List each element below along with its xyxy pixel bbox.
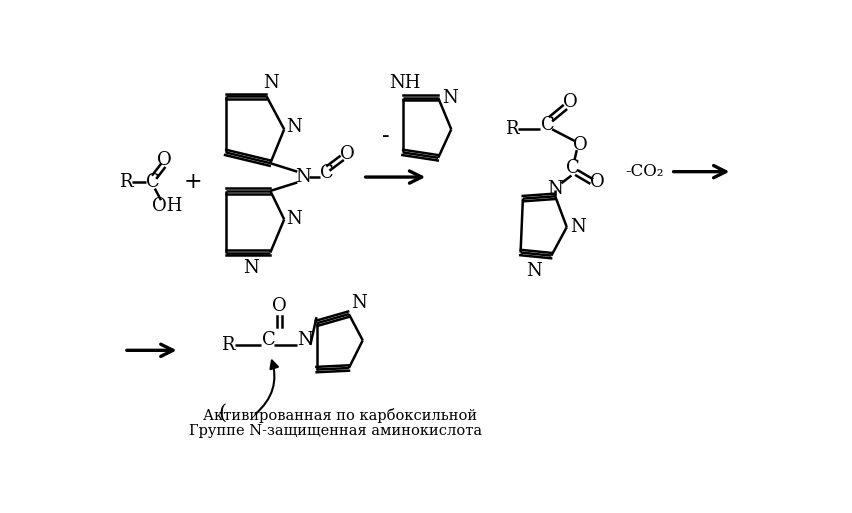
Text: N: N — [263, 74, 279, 92]
Text: Группе N-защищенная аминокислота: Группе N-защищенная аминокислота — [189, 424, 482, 438]
FancyArrowPatch shape — [256, 361, 278, 414]
Text: C: C — [566, 159, 580, 177]
Text: N: N — [295, 168, 310, 186]
Text: C: C — [541, 116, 555, 134]
Text: N: N — [547, 180, 563, 198]
Text: O: O — [590, 173, 605, 191]
Text: O: O — [573, 136, 588, 154]
Text: N: N — [243, 259, 259, 277]
Text: R: R — [504, 121, 518, 139]
Text: -: - — [382, 125, 389, 147]
Text: OH: OH — [152, 198, 182, 215]
Text: N: N — [527, 262, 543, 280]
Text: O: O — [340, 145, 354, 163]
Text: O: O — [563, 93, 578, 111]
Text: N: N — [286, 210, 302, 228]
Text: Активированная по карбоксильной: Активированная по карбоксильной — [203, 408, 476, 423]
Text: -CO₂: -CO₂ — [625, 163, 664, 180]
Text: N: N — [442, 89, 458, 107]
Text: +: + — [184, 171, 203, 193]
Text: O: O — [272, 298, 287, 315]
Text: N: N — [297, 331, 313, 349]
Text: R: R — [118, 173, 132, 191]
Text: N: N — [570, 218, 585, 236]
Text: C: C — [320, 164, 333, 182]
Text: N: N — [351, 293, 366, 311]
Text: (: ( — [218, 404, 227, 423]
Text: C: C — [146, 173, 159, 191]
Text: R: R — [222, 336, 235, 354]
Text: O: O — [157, 151, 171, 169]
Text: NH: NH — [389, 74, 421, 92]
Text: N: N — [286, 118, 302, 136]
Text: C: C — [262, 331, 276, 349]
